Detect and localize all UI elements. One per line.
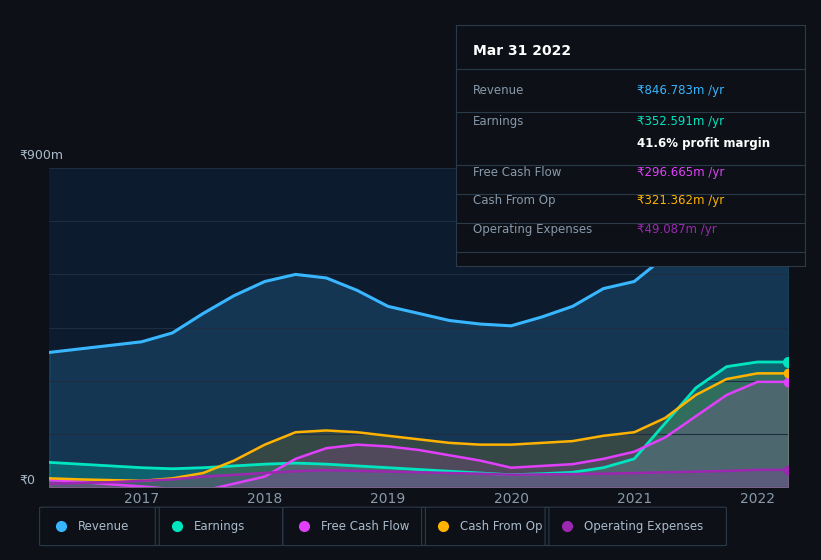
Text: Free Cash Flow: Free Cash Flow <box>321 520 410 533</box>
Text: Earnings: Earnings <box>194 520 245 533</box>
Text: Revenue: Revenue <box>78 520 130 533</box>
Text: ₹846.783m /yr: ₹846.783m /yr <box>637 83 724 97</box>
Text: ₹321.362m /yr: ₹321.362m /yr <box>637 194 724 208</box>
Text: Revenue: Revenue <box>473 83 525 97</box>
Text: ₹296.665m /yr: ₹296.665m /yr <box>637 166 724 179</box>
Text: Free Cash Flow: Free Cash Flow <box>473 166 562 179</box>
Text: Earnings: Earnings <box>473 115 525 128</box>
Text: Cash From Op: Cash From Op <box>473 194 556 208</box>
Text: ₹49.087m /yr: ₹49.087m /yr <box>637 223 717 236</box>
Text: 41.6% profit margin: 41.6% profit margin <box>637 137 770 150</box>
Text: Operating Expenses: Operating Expenses <box>473 223 592 236</box>
Text: Operating Expenses: Operating Expenses <box>584 520 703 533</box>
Text: Mar 31 2022: Mar 31 2022 <box>473 44 571 58</box>
Text: Cash From Op: Cash From Op <box>461 520 543 533</box>
Text: ₹900m: ₹900m <box>20 148 64 162</box>
Text: ₹352.591m /yr: ₹352.591m /yr <box>637 115 724 128</box>
Text: ₹0: ₹0 <box>20 474 35 487</box>
